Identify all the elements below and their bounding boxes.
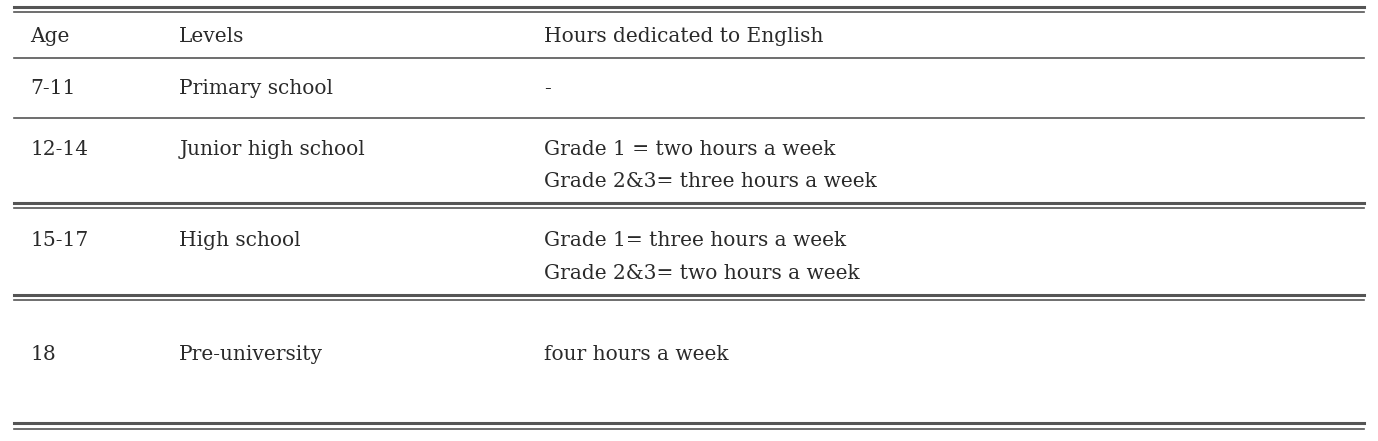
Text: -: - bbox=[544, 78, 551, 98]
Text: Age: Age bbox=[30, 26, 70, 46]
Text: Primary school: Primary school bbox=[179, 78, 333, 98]
Text: Hours dedicated to English: Hours dedicated to English bbox=[544, 26, 824, 46]
Text: High school: High school bbox=[179, 231, 300, 250]
Text: 7-11: 7-11 bbox=[30, 78, 76, 98]
Text: Grade 1 = two hours a week: Grade 1 = two hours a week bbox=[544, 139, 835, 159]
Text: Pre-university: Pre-university bbox=[179, 345, 322, 364]
Text: 12-14: 12-14 bbox=[30, 139, 88, 159]
Text: Junior high school: Junior high school bbox=[179, 139, 365, 159]
Text: four hours a week: four hours a week bbox=[544, 345, 729, 364]
Text: 15-17: 15-17 bbox=[30, 231, 88, 250]
Text: Levels: Levels bbox=[179, 26, 244, 46]
Text: 18: 18 bbox=[30, 345, 56, 364]
Text: Grade 2&3= two hours a week: Grade 2&3= two hours a week bbox=[544, 264, 860, 283]
Text: Grade 2&3= three hours a week: Grade 2&3= three hours a week bbox=[544, 172, 876, 191]
Text: Grade 1= three hours a week: Grade 1= three hours a week bbox=[544, 231, 846, 250]
